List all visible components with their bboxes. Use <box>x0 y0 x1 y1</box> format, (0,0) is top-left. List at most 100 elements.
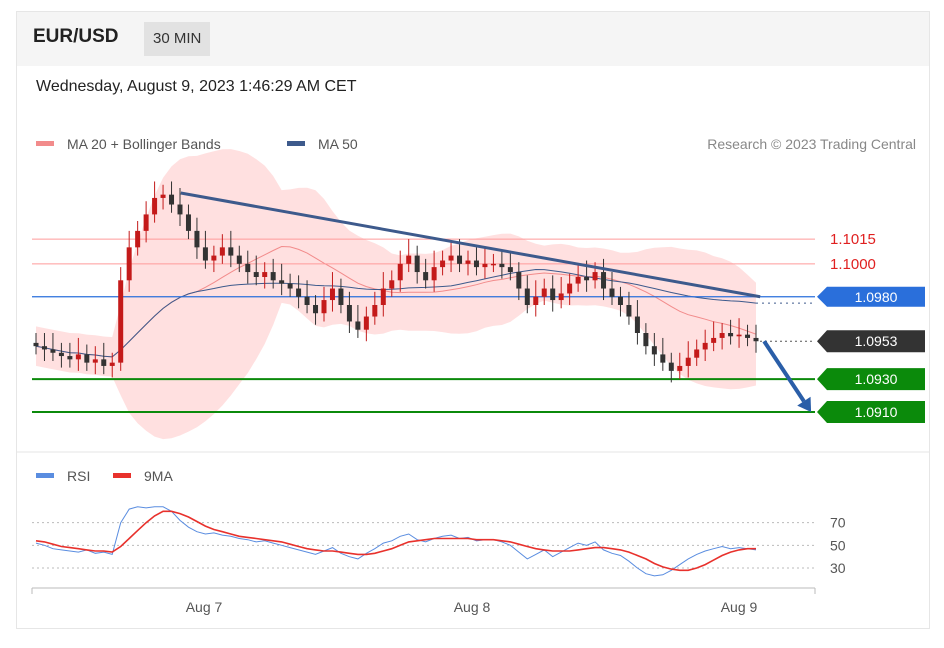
current-price-label: 1.0953 <box>855 333 898 349</box>
candle-body <box>92 359 98 363</box>
rsi-ma-line <box>35 510 756 572</box>
candle-body <box>499 263 505 268</box>
candle-body <box>126 247 132 281</box>
candle-body <box>660 354 666 363</box>
candle-body <box>152 197 158 215</box>
candle-body <box>465 260 471 264</box>
resistance-trendline <box>180 191 761 299</box>
candle-body <box>702 342 708 350</box>
candle-body <box>270 272 276 281</box>
candle-body <box>736 334 742 337</box>
pivot-label: 1.0980 <box>855 289 898 305</box>
ma50-line <box>35 268 757 358</box>
candle-body <box>58 352 64 357</box>
candle-body <box>507 267 513 273</box>
candle-body <box>457 255 463 264</box>
rsi-legend-swatch <box>113 473 131 478</box>
candle-body <box>440 260 446 268</box>
candle-body <box>431 267 437 281</box>
candle-body <box>67 356 73 360</box>
support-label: 1.0930 <box>855 371 898 387</box>
candle-body <box>753 337 759 342</box>
candle-body <box>321 300 327 314</box>
candle-body <box>584 277 590 281</box>
current-price-tag <box>817 330 925 353</box>
candle-body <box>296 288 302 297</box>
resistance-label: 1.1000 <box>830 256 876 273</box>
candle-body <box>694 349 700 358</box>
candle-body <box>84 354 90 363</box>
legend-label: MA 20 + Bollinger Bands <box>67 136 221 152</box>
rsi-tick-label: 30 <box>830 560 846 576</box>
candle-body <box>262 272 268 277</box>
currency-pair: EUR/USD <box>33 26 119 47</box>
candle-body <box>101 359 107 366</box>
rsi-tick-label: 50 <box>830 537 846 553</box>
candle-body <box>219 247 225 256</box>
candle-body <box>677 365 683 371</box>
candle-body <box>169 194 175 205</box>
candle-body <box>668 362 674 371</box>
legend-swatch <box>287 141 305 146</box>
rsi-legend-label: RSI <box>67 468 90 484</box>
candle-body <box>423 272 429 281</box>
rsi-tick-label: 70 <box>830 515 846 531</box>
chart-header: EUR/USD 30 MIN <box>17 12 929 66</box>
support-label: 1.0910 <box>855 404 898 420</box>
candle-body <box>135 230 141 248</box>
candle-body <box>541 288 547 297</box>
candle-body <box>473 260 479 268</box>
forecast-arrow-head <box>797 396 812 413</box>
candle-body <box>745 334 751 338</box>
candle-body <box>109 362 115 366</box>
candle-body <box>414 255 420 273</box>
support-tag <box>817 368 925 391</box>
candle-body <box>160 194 166 198</box>
candle-body <box>617 296 623 305</box>
candle-body <box>397 263 403 281</box>
rsi-line <box>35 506 757 577</box>
candle-body <box>202 247 208 261</box>
pivot-tag <box>817 286 925 307</box>
candle-body <box>329 288 335 301</box>
candle-body <box>609 288 615 297</box>
candle-body <box>313 305 319 314</box>
candle-body <box>372 305 378 317</box>
support-tag <box>817 401 925 424</box>
legend-label: MA 50 <box>318 136 358 152</box>
candle-body <box>253 272 259 277</box>
candle-body <box>575 277 581 284</box>
candle-body <box>194 230 200 248</box>
x-tick-label: Aug 9 <box>721 599 758 615</box>
legend-swatch <box>36 141 54 146</box>
candle-body <box>50 349 56 353</box>
candle-body <box>482 263 488 268</box>
bollinger-band <box>36 149 756 440</box>
candle-body <box>524 288 530 305</box>
candle-body <box>143 214 149 231</box>
rsi-legend-swatch <box>36 473 54 478</box>
candle-body <box>363 316 369 330</box>
candle-body <box>448 255 454 261</box>
candle-body <box>558 293 564 301</box>
candle-body <box>228 247 234 256</box>
candle-body <box>592 272 598 281</box>
timeframe-badge[interactable]: 30 MIN <box>144 22 211 56</box>
candle-body <box>304 296 310 305</box>
candle-body <box>236 255 242 264</box>
candle-body <box>33 342 39 347</box>
x-tick-label: Aug 8 <box>454 599 491 615</box>
candle-body <box>389 280 395 289</box>
candle-body <box>728 333 734 337</box>
candle-body <box>177 204 183 215</box>
candle-body <box>211 255 217 261</box>
candle-body <box>75 354 81 360</box>
candle-body <box>490 263 496 266</box>
candle-body <box>118 280 124 363</box>
candle-body <box>380 288 386 305</box>
candle-body <box>338 288 344 305</box>
candle-body <box>685 357 691 366</box>
candle-body <box>601 272 607 289</box>
candle-body <box>279 280 285 284</box>
